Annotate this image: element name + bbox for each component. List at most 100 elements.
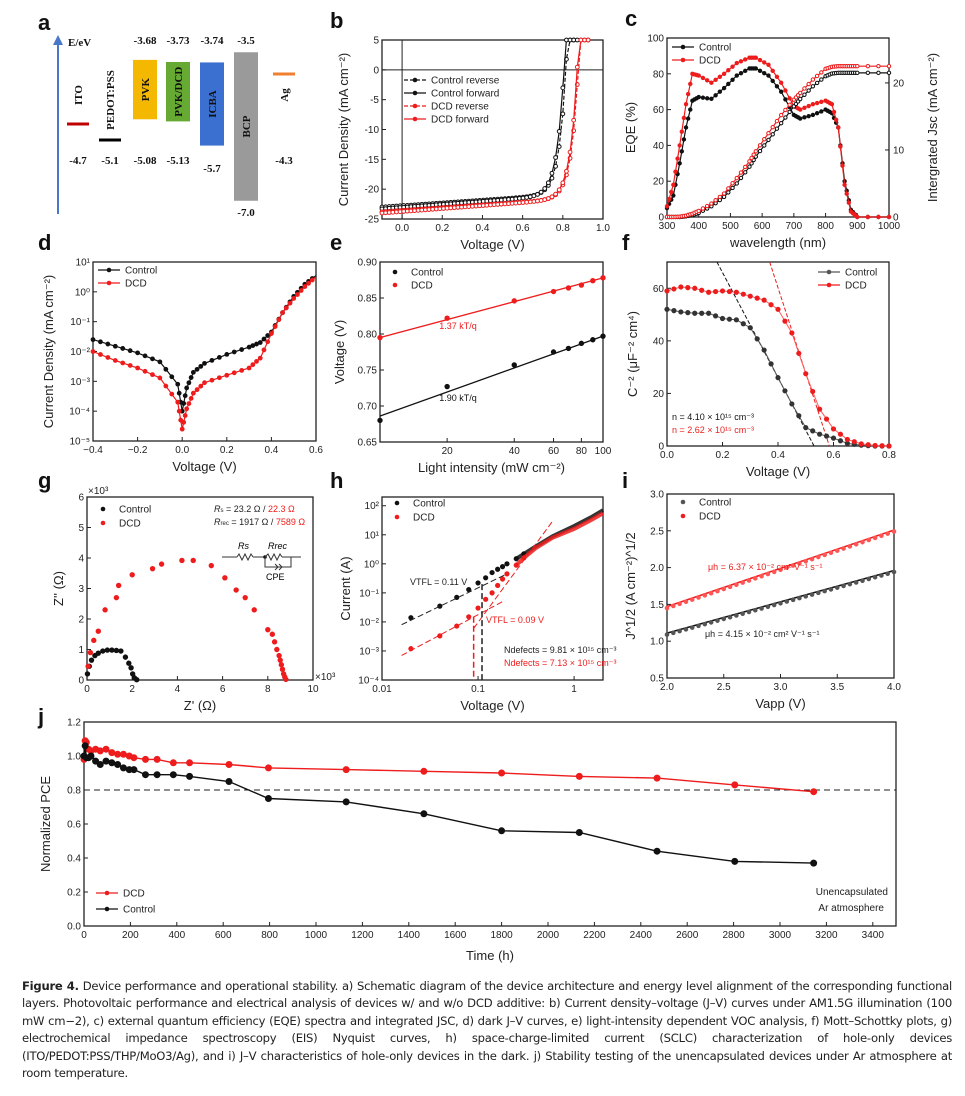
- panel-letter: h: [330, 468, 343, 493]
- data-point: [886, 70, 892, 76]
- data-point: [885, 531, 890, 536]
- data-point: [855, 63, 860, 69]
- data-point: [770, 124, 775, 130]
- y-tick-label: 4: [78, 554, 84, 565]
- data-point: [715, 588, 720, 594]
- data-point: [504, 571, 510, 577]
- y-tick-label: -25: [365, 215, 380, 226]
- caption-title: Figure 4.: [22, 979, 79, 993]
- data-point: [762, 71, 767, 76]
- data-point: [726, 68, 731, 73]
- y-tick-label: 0.85: [358, 294, 378, 305]
- data-point: [696, 595, 701, 600]
- caption-text: Device performance and operational stabi…: [22, 979, 952, 1081]
- annotation-part: = 1917 Ω /: [229, 517, 276, 527]
- y-tick-label: 3.0: [650, 490, 664, 501]
- legend-label: DCD: [699, 512, 721, 523]
- x-tick-label: 1000: [305, 930, 328, 941]
- data-point: [108, 749, 116, 757]
- x-tick-label: 1400: [398, 930, 421, 941]
- data-point: [685, 310, 691, 316]
- data-point: [696, 623, 701, 629]
- data-point: [770, 78, 775, 84]
- annotation-part: = 23.2 Ω /: [224, 504, 269, 514]
- data-point: [250, 362, 256, 368]
- x-tick-label: 0.2: [435, 223, 449, 234]
- data-point: [188, 375, 194, 380]
- data-point: [712, 313, 719, 319]
- x-tick-label: 3.5: [830, 682, 844, 693]
- work-function-value: -5.1: [101, 155, 118, 167]
- data-point: [677, 601, 682, 607]
- data-point: [274, 646, 280, 653]
- data-point: [734, 582, 739, 587]
- panel-letter: f: [622, 230, 630, 255]
- x-tick-label: 0.6: [309, 445, 323, 456]
- data-point: [454, 623, 460, 629]
- data-point: [766, 137, 771, 143]
- data-point: [740, 291, 746, 297]
- data-point: [499, 576, 506, 582]
- x-tick-label: 1600: [444, 930, 467, 941]
- data-point: [673, 169, 678, 174]
- x-tick-label: 2.5: [717, 682, 731, 693]
- lumo-value: -3.73: [167, 35, 190, 47]
- data-point: [837, 438, 844, 444]
- data-point: [550, 349, 557, 355]
- data-point: [466, 614, 472, 620]
- y-tick-label: 0: [658, 442, 664, 453]
- x-tick-label: 0.8: [882, 450, 896, 461]
- data-point: [179, 426, 185, 432]
- mobility-annotation-dcd: μh = 6.37 × 10⁻² cm² V⁻¹ s⁻¹: [708, 562, 822, 572]
- data-point: [231, 370, 237, 376]
- data-point: [535, 191, 540, 197]
- data-point: [762, 60, 767, 65]
- data-point: [242, 594, 248, 601]
- data-point: [721, 85, 727, 91]
- data-point: [696, 73, 701, 78]
- data-point: [175, 381, 181, 387]
- y-tick-label: 0.6: [67, 820, 81, 831]
- data-point: [771, 602, 777, 608]
- data-point: [782, 388, 788, 394]
- data-point: [105, 341, 111, 347]
- data-point: [677, 143, 682, 148]
- data-point: [678, 284, 684, 290]
- condition-annotation-line2: Ar atmosphere: [818, 903, 884, 914]
- data-point: [688, 107, 693, 112]
- data-point: [190, 390, 196, 396]
- circuit-label-cpe: CPE: [266, 572, 285, 582]
- y-tick-label-right: 20: [893, 78, 905, 89]
- x-tick-label: 400: [168, 930, 185, 941]
- data-point: [157, 359, 163, 365]
- y-tick-label: -15: [365, 155, 380, 166]
- data-point: [679, 129, 684, 134]
- doping-annotation-control: n = 4.10 × 10¹⁵ cm⁻³: [672, 412, 754, 422]
- y-tick-label: -5: [370, 95, 379, 106]
- data-point: [696, 94, 701, 100]
- data-point: [208, 562, 215, 569]
- legend-label: Control: [411, 268, 443, 279]
- data-point: [681, 115, 687, 121]
- data-point: [149, 565, 156, 572]
- legend-marker: [412, 77, 418, 83]
- layer-name: Ag: [279, 88, 291, 102]
- data-point: [765, 571, 771, 577]
- y-tick-label: 2.0: [650, 563, 664, 574]
- data-point: [713, 93, 718, 98]
- y-tick-label: 1: [78, 645, 84, 656]
- data-point: [834, 585, 840, 590]
- data-point: [709, 201, 714, 206]
- data-point: [575, 772, 583, 780]
- data-point: [261, 347, 267, 353]
- panel-letter: c: [625, 6, 637, 31]
- data-point: [802, 86, 807, 91]
- data-point: [823, 433, 830, 439]
- data-point: [119, 764, 127, 772]
- rs-annotation: Rs = 23.2 Ω / 22.3 Ω: [214, 504, 295, 514]
- data-point: [475, 605, 481, 611]
- data-point: [549, 170, 555, 176]
- layer-name: PVK: [140, 78, 152, 102]
- data-point: [775, 306, 781, 312]
